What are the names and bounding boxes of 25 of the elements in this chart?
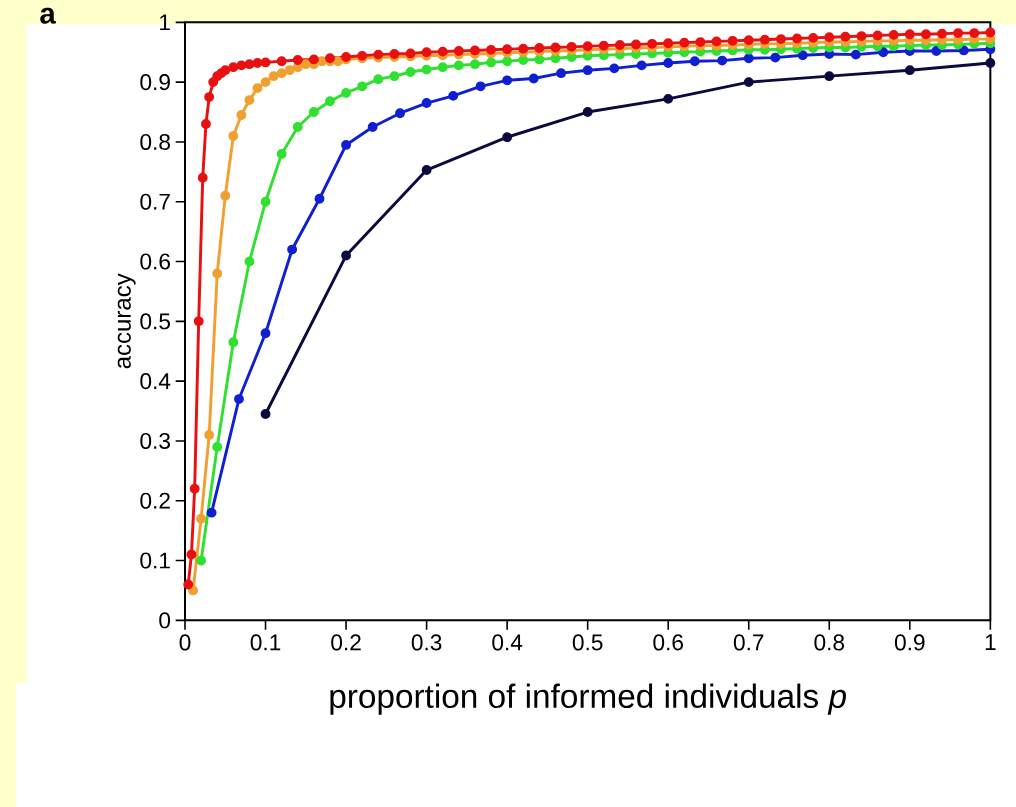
y-tick-label: 0.5	[140, 313, 170, 330]
y-tick-label: 1	[160, 14, 170, 31]
x-tick-label: 0.8	[814, 634, 845, 651]
x-tick-label: 0.4	[492, 634, 523, 651]
y-tick-label: 0.2	[140, 492, 170, 509]
x-tick-label: 0.6	[653, 634, 683, 651]
x-tick-label: 0.9	[894, 634, 925, 651]
x-tick-label: 0.5	[572, 634, 603, 651]
y-tick-label: 0	[159, 612, 171, 629]
x-tick-label: 0.1	[250, 634, 281, 651]
x-tick-label: 0	[179, 634, 191, 651]
y-tick-label: 0.9	[140, 74, 170, 91]
x-tick-label: 1	[985, 634, 996, 650]
x-axis-title: proportion of informed individuals p	[330, 683, 846, 715]
y-tick-label: 0.6	[140, 253, 170, 270]
x-tick-label: 0.2	[331, 634, 361, 651]
x-tick-label: 0.7	[733, 634, 764, 651]
y-tick-label: 0.4	[140, 373, 171, 390]
y-tick-label: 0.3	[140, 432, 170, 449]
y-tick-label: 0.1	[140, 552, 170, 569]
y-axis-title: accuracy	[117, 273, 136, 369]
x-tick-label: 0.3	[411, 634, 442, 651]
y-tick-label: 0.7	[140, 193, 170, 210]
y-tick-label: 0.8	[140, 133, 170, 150]
chart-title: a	[40, 7, 56, 24]
